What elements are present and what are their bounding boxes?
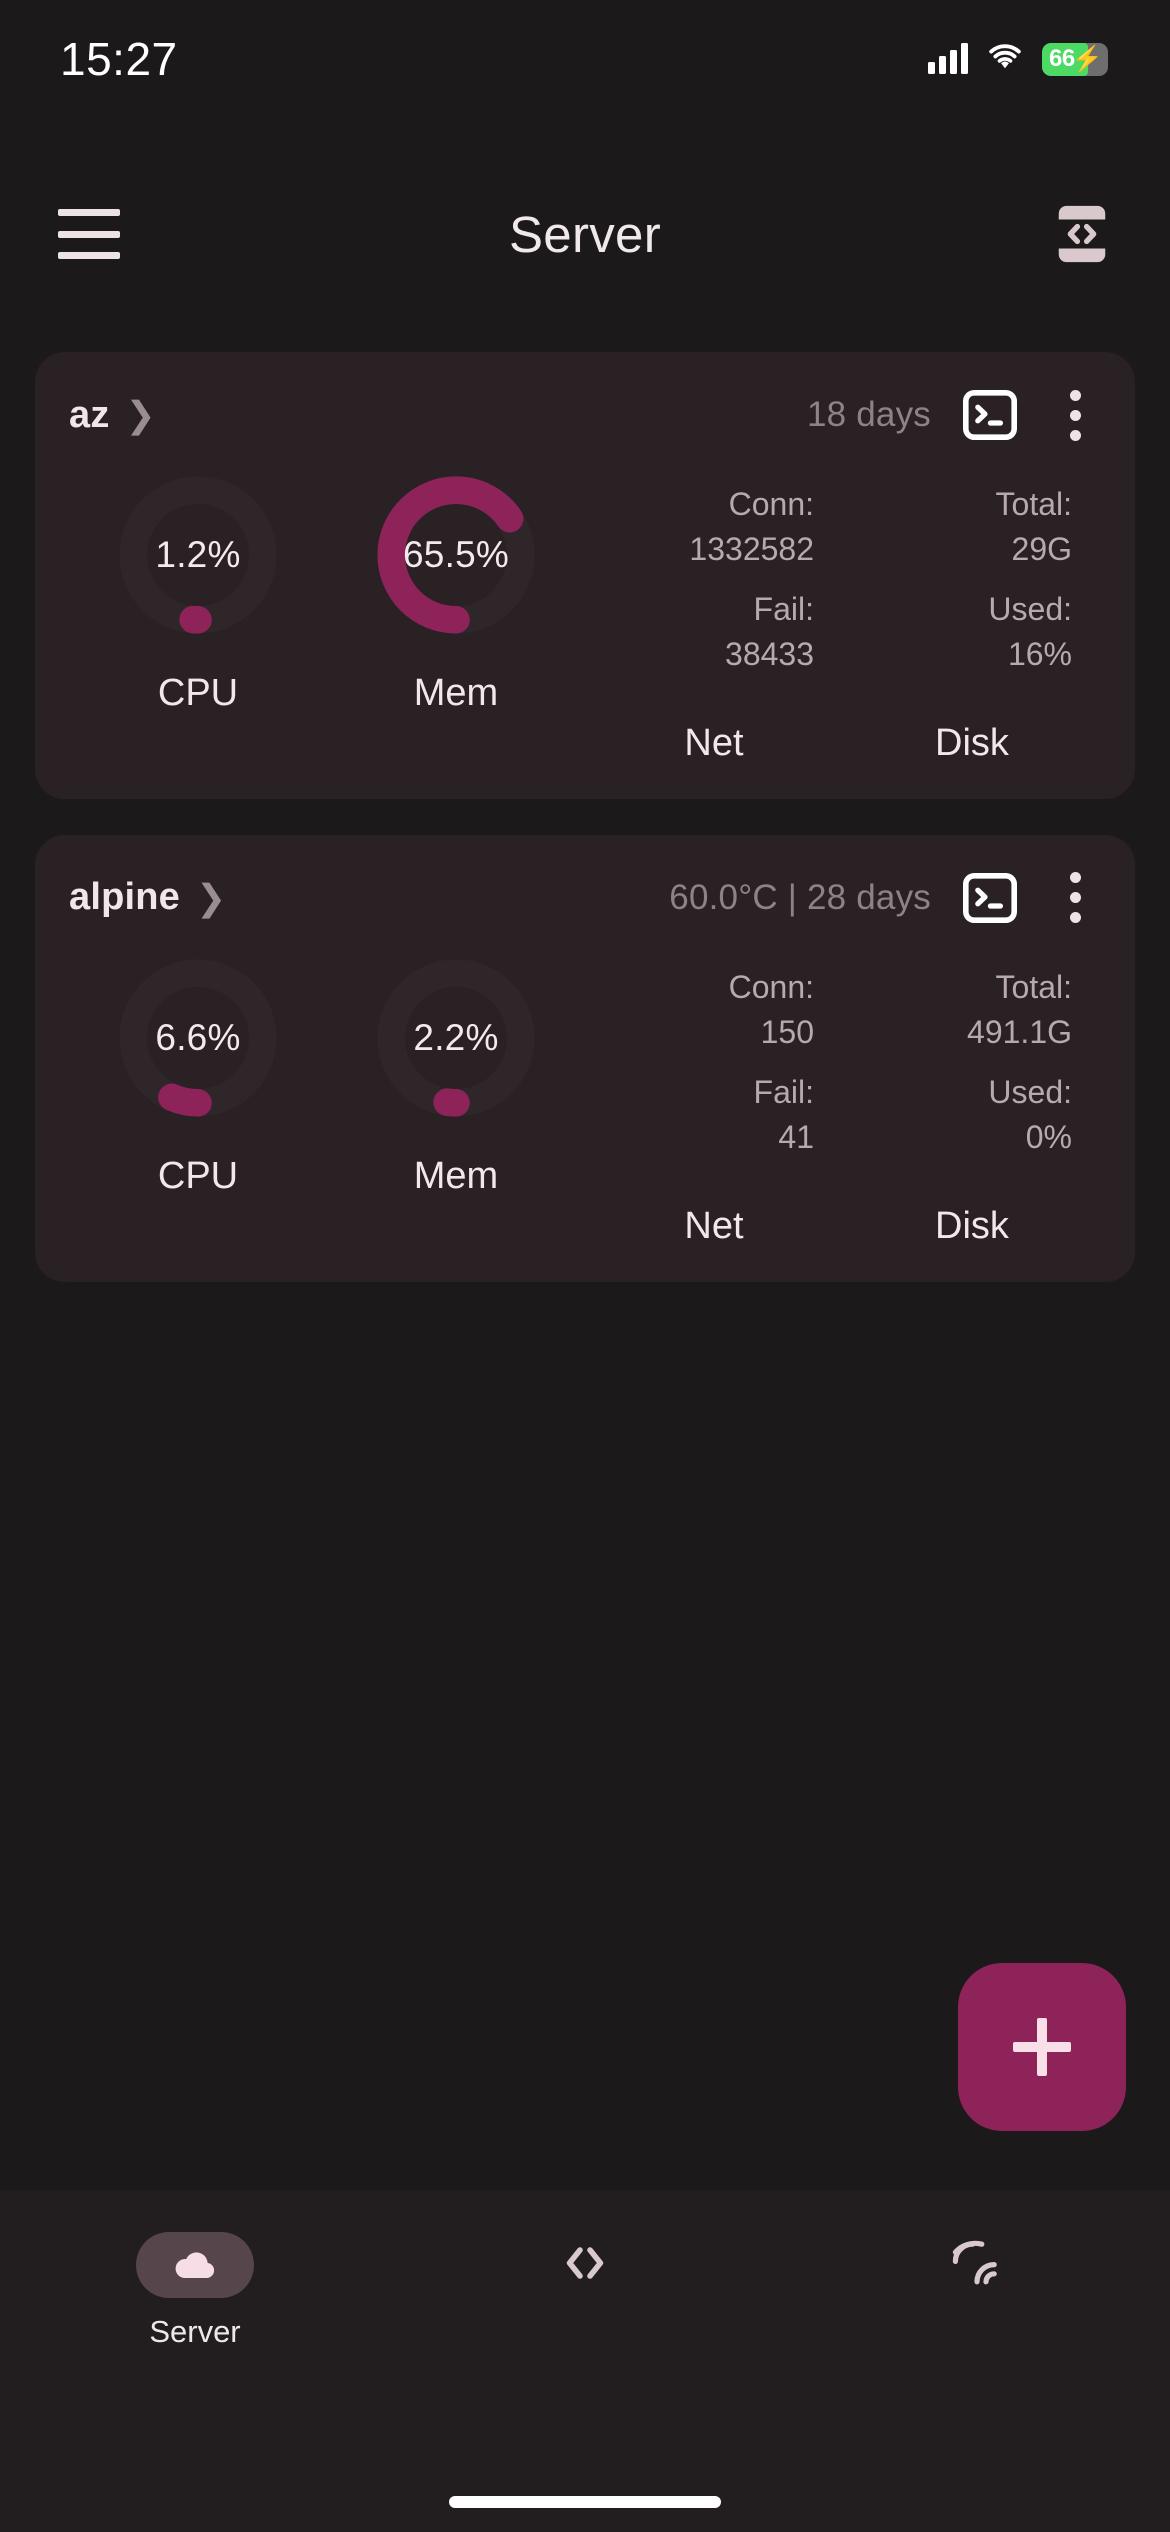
disk-label: Disk <box>935 1204 1009 1247</box>
disk-label: Disk <box>935 721 1009 764</box>
mem-gauge: 65.5% <box>375 474 537 636</box>
server-card-actions: 60.0°C | 28 days <box>669 869 1101 927</box>
mem-value: 65.5% <box>403 534 509 575</box>
server-list: az ❯ 18 days <box>0 352 1170 1318</box>
cpu-value: 1.2% <box>155 534 241 575</box>
server-card[interactable]: alpine ❯ 60.0°C | 28 days <box>35 834 1135 1282</box>
net-fail-value: 38433 <box>725 636 814 673</box>
page-title: Server <box>508 205 661 263</box>
hamburger-line <box>58 252 120 259</box>
nav-item-snippets[interactable] <box>390 2232 780 2314</box>
phone-code-icon[interactable] <box>1050 202 1114 266</box>
status-bar: 15:27 66 ⚡ <box>0 0 1170 118</box>
cloud-icon <box>171 2243 219 2288</box>
net-conn-key: Conn: <box>728 968 814 1005</box>
net-conn-key: Conn: <box>728 486 814 522</box>
plus-icon <box>1013 2018 1071 2076</box>
home-indicator <box>449 2496 721 2508</box>
cpu-gauge: 6.6% <box>117 957 279 1119</box>
net-stats: Conn: 1332582 Fail: 38433 <box>614 482 814 692</box>
add-server-button[interactable] <box>958 1963 1126 2131</box>
disk-used-value: 16% <box>1007 636 1072 673</box>
server-card-header: az ❯ 18 days <box>69 382 1101 448</box>
disk-stats: Total: 29G Used: 16% <box>872 482 1072 692</box>
cellular-signal-icon <box>928 43 968 74</box>
lightning-bolt-icon: ⚡ <box>1071 44 1103 73</box>
metric-net: Conn: 150 Fail: 41 Net <box>585 957 843 1248</box>
metric-net: Conn: 1332582 Fail: 38433 Net <box>585 474 843 765</box>
nav-pill <box>916 2232 1034 2298</box>
disk-used-key: Used: <box>988 590 1072 627</box>
nav-pill <box>526 2232 644 2298</box>
cpu-value: 6.6% <box>155 1016 241 1058</box>
disk-used-value: 0% <box>1025 1119 1072 1156</box>
mem-label: Mem <box>413 672 499 714</box>
nav-item-ping[interactable] <box>780 2232 1170 2314</box>
server-temp-uptime-label: 60.0°C | 28 days <box>669 877 931 917</box>
net-stats: Conn: 150 Fail: 41 <box>614 965 814 1175</box>
metric-mem: 65.5% Mem <box>327 474 585 715</box>
disk-total-key: Total: <box>995 486 1072 522</box>
net-label: Net <box>684 721 744 764</box>
disk-total-value: 29G <box>1011 531 1072 568</box>
metric-cpu: 1.2% CPU <box>69 474 327 715</box>
server-card-metrics: 1.2% CPU 65.5% Mem Conn: 1332582 <box>69 474 1101 765</box>
bottom-navigation: Server <box>0 2190 1170 2532</box>
cpu-gauge: 1.2% <box>117 474 279 636</box>
server-uptime-label: 18 days <box>807 395 931 434</box>
disk-used-key: Used: <box>988 1073 1072 1110</box>
cpu-label: CPU <box>157 672 239 714</box>
more-vertical-icon[interactable] <box>1049 386 1101 444</box>
server-card-metrics: 6.6% CPU 2.2% Mem Conn: 150 Fail <box>69 957 1101 1248</box>
app-bar: Server <box>0 176 1170 292</box>
battery-fill <box>1042 42 1088 76</box>
disk-total-key: Total: <box>995 968 1072 1005</box>
hamburger-menu-icon[interactable] <box>58 209 120 259</box>
server-name[interactable]: alpine <box>69 876 181 919</box>
battery-indicator: 66 ⚡ <box>1042 42 1108 76</box>
mem-gauge: 2.2% <box>375 957 537 1119</box>
more-vertical-icon[interactable] <box>1049 869 1101 927</box>
metric-disk: Total: 491.1G Used: 0% Disk <box>843 957 1101 1248</box>
net-fail-key: Fail: <box>753 590 814 627</box>
nav-item-server[interactable]: Server <box>0 2232 390 2350</box>
mem-value: 2.2% <box>413 1016 499 1058</box>
server-card[interactable]: az ❯ 18 days <box>35 352 1135 799</box>
server-name[interactable]: az <box>69 393 110 436</box>
server-card-header: alpine ❯ 60.0°C | 28 days <box>69 865 1101 931</box>
net-fail-key: Fail: <box>753 1073 814 1110</box>
terminal-icon[interactable] <box>961 869 1019 927</box>
wifi-icon <box>986 42 1024 77</box>
code-brackets-icon <box>558 2239 612 2292</box>
net-label: Net <box>684 1204 744 1247</box>
net-fail-value: 41 <box>778 1119 814 1156</box>
terminal-icon[interactable] <box>961 386 1019 444</box>
disk-total-value: 491.1G <box>967 1014 1072 1051</box>
metric-mem: 2.2% Mem <box>327 957 585 1198</box>
ping-waves-icon <box>949 2239 1001 2292</box>
chevron-right-icon[interactable]: ❯ <box>196 876 227 918</box>
status-time: 15:27 <box>60 33 178 85</box>
mem-label: Mem <box>413 1154 499 1197</box>
chevron-right-icon[interactable]: ❯ <box>125 394 156 435</box>
hamburger-line <box>58 209 120 216</box>
disk-stats: Total: 491.1G Used: 0% <box>872 965 1072 1175</box>
hamburger-line <box>58 230 120 238</box>
net-conn-value: 1332582 <box>689 531 814 568</box>
battery-percent-label: 66 <box>1049 45 1075 72</box>
nav-active-pill <box>135 2232 254 2298</box>
net-conn-value: 150 <box>760 1014 814 1051</box>
status-indicators: 66 ⚡ <box>928 42 1108 77</box>
metric-disk: Total: 29G Used: 16% Disk <box>843 474 1101 765</box>
cpu-label: CPU <box>157 1154 239 1197</box>
server-card-actions: 18 days <box>807 386 1101 444</box>
nav-label-server: Server <box>149 2314 241 2349</box>
metric-cpu: 6.6% CPU <box>69 957 327 1198</box>
